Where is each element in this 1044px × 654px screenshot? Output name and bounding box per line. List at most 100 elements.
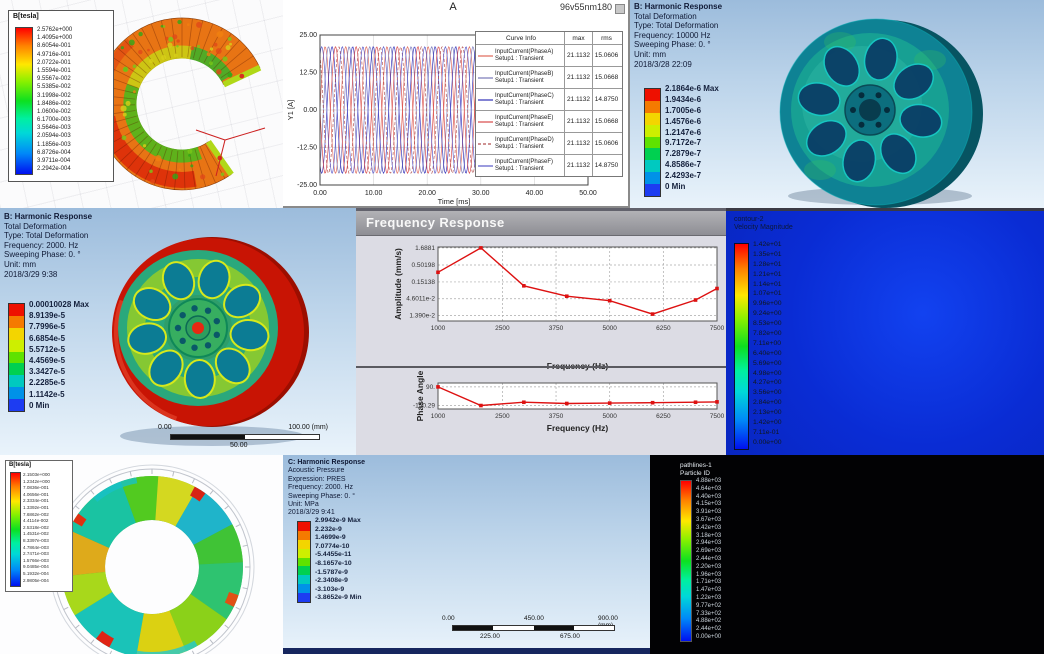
- legend-band: [9, 304, 24, 316]
- list-item: 1.14e+01: [753, 280, 782, 288]
- list-item: 9.96e+00: [753, 300, 782, 308]
- list-item: 7.2879e-7: [665, 149, 702, 159]
- legend-colorbar: [10, 472, 21, 587]
- phase-chart: 1000 2500 3750 5000 6250 7500 90. -150.29: [413, 382, 725, 420]
- list-item: 2.2942e-004: [37, 166, 71, 173]
- list-item: 4.8586e-7: [665, 160, 702, 170]
- legend-band: [9, 351, 24, 364]
- svg-text:2500: 2500: [495, 413, 510, 420]
- legend-title-line2: Velocity Magnitude: [734, 224, 793, 231]
- curve-sample-line: [478, 98, 493, 101]
- curve-label: InputCurrent(PhaseF) Setup1 : Transient: [495, 158, 554, 172]
- curve-label: InputCurrent(PhaseD) Setup1 : Transient: [495, 136, 554, 150]
- svg-text:1.6881: 1.6881: [415, 245, 435, 252]
- legend-band: [645, 89, 660, 101]
- legend-colorbar: [734, 243, 749, 450]
- list-item: 6.6854e-5: [29, 333, 66, 343]
- legend-band: [9, 327, 24, 340]
- window-titlebar[interactable]: Frequency Response: [356, 211, 726, 236]
- curve-rms: 15.0668: [592, 67, 620, 88]
- curve-max: 21.1132: [564, 89, 592, 110]
- list-item: 2.44e+03: [696, 555, 722, 562]
- list-item: 2018/3/29 9:38: [4, 269, 58, 279]
- legend-values: 2.1503e+000 1.2342e+000 7.0836e-001 4.0656e…: [23, 472, 50, 584]
- list-item: 1.42e+01: [753, 241, 782, 248]
- curve-label: InputCurrent(PhaseE) Setup1 : Transient: [495, 114, 554, 128]
- list-item: 1.4576e-6: [665, 116, 702, 126]
- svg-text:6250: 6250: [656, 413, 671, 420]
- panel-harmonic-response-2000hz: B: Harmonic Response Total Deformation Typ…: [0, 208, 356, 455]
- list-item: 3.9711e-004: [37, 158, 71, 164]
- curve-sample-line: [478, 142, 493, 145]
- ruler-label: 0.00: [442, 615, 455, 622]
- svg-text:40.00: 40.00: [526, 190, 544, 197]
- ruler-track: [452, 625, 615, 631]
- legend-title: B[tesla]: [9, 462, 32, 468]
- legend-colorbar: [297, 521, 311, 603]
- curve-max: 21.1132: [564, 45, 592, 66]
- ruler-label: 0.00: [158, 424, 172, 431]
- svg-text:1000: 1000: [431, 413, 446, 420]
- curve-max: 21.1132: [564, 155, 592, 176]
- window-icon[interactable]: [615, 4, 625, 14]
- panel-acoustic-pressure: C: Harmonic Response Acoustic Pressure Exp…: [283, 455, 650, 654]
- svg-text:7500: 7500: [710, 413, 725, 420]
- list-item: 7.0836e-001: [23, 485, 49, 491]
- list-item: 1.7005e-6: [665, 105, 702, 115]
- list-item: 4.64e+03: [696, 485, 722, 492]
- list-item: 3.91e+03: [696, 509, 722, 516]
- list-item: 1.47e+03: [696, 587, 722, 594]
- phase-y-axis-label: Phase Angle: [415, 370, 425, 422]
- legend-band: [645, 160, 660, 173]
- panel-cfd-pathlines: pathlines-1 Particle ID 4.88e+03 4.64e+03…: [650, 455, 1044, 654]
- list-item: 9.5567e-002: [37, 76, 71, 83]
- list-item: Sweeping Phase: 0. °: [634, 40, 711, 50]
- curve-info-row: InputCurrent(PhaseD) Setup1 : Transient 2…: [476, 132, 622, 154]
- svg-text:5000: 5000: [602, 325, 617, 332]
- svg-text:50.00: 50.00: [579, 190, 597, 197]
- list-item: Type: Total Deformation: [4, 231, 89, 241]
- list-item: 0.00010028 Max: [29, 300, 90, 309]
- list-item: 4.7864e-003: [23, 544, 49, 550]
- legend-band: [298, 557, 310, 567]
- svg-text:7500: 7500: [710, 325, 725, 332]
- list-item: 5.1932e-004: [23, 570, 49, 576]
- list-item: 4.88e+02: [696, 618, 722, 625]
- list-item: 7.6862e-002: [23, 511, 49, 517]
- svg-text:4.6011e-2: 4.6011e-2: [406, 296, 435, 303]
- list-item: 4.4114e-002: [23, 518, 49, 524]
- result-header: B: Harmonic Response Total Deformation Typ…: [4, 212, 92, 279]
- list-item: 7.82e+00: [753, 330, 782, 338]
- list-item: Acoustic Pressure: [288, 467, 345, 475]
- svg-text:20.00: 20.00: [418, 190, 436, 197]
- curve-sample-line: [478, 54, 493, 57]
- legend-title: pathlines-1 Particle ID: [680, 462, 712, 477]
- legend-colorbar: [15, 27, 33, 175]
- svg-text:25.00: 25.00: [299, 32, 317, 39]
- list-item: 0.00e+00: [753, 438, 782, 446]
- list-item: 2.84e+00: [753, 399, 782, 407]
- list-item: 2018/3/29 9:41: [288, 509, 335, 517]
- ruler-label: 450.00: [524, 615, 544, 622]
- rotor-field-render: [49, 464, 255, 654]
- list-item: 2.44e+02: [696, 626, 722, 633]
- list-item: 2.0594e-003: [37, 133, 71, 140]
- list-item: 2.5762e+000: [37, 27, 73, 33]
- curve-max: 21.1132: [564, 67, 592, 88]
- list-item: Frequency: 2000. Hz: [288, 484, 353, 492]
- legend-band: [9, 363, 24, 376]
- list-item: 1.3392e-001: [23, 504, 49, 510]
- list-item: 2.0722e-001: [37, 59, 71, 66]
- list-item: 7.33e+02: [696, 610, 722, 617]
- list-item: 2.9805e-004: [23, 577, 49, 583]
- list-item: -8.1657e-10: [315, 559, 352, 567]
- list-item: 4.27e+00: [753, 379, 782, 387]
- svg-text:Time [ms]: Time [ms]: [438, 197, 471, 206]
- list-item: 1.1142e-5: [29, 389, 65, 399]
- list-item: 6.40e+00: [753, 349, 782, 357]
- list-item: -2.3408e-9: [315, 577, 348, 585]
- curve-rms: 15.0606: [592, 45, 620, 66]
- field-legend: B[tesla] 2.1503e+000 1.2342e+000 7.0836e-0…: [5, 460, 73, 592]
- svg-text:3750: 3750: [549, 325, 564, 332]
